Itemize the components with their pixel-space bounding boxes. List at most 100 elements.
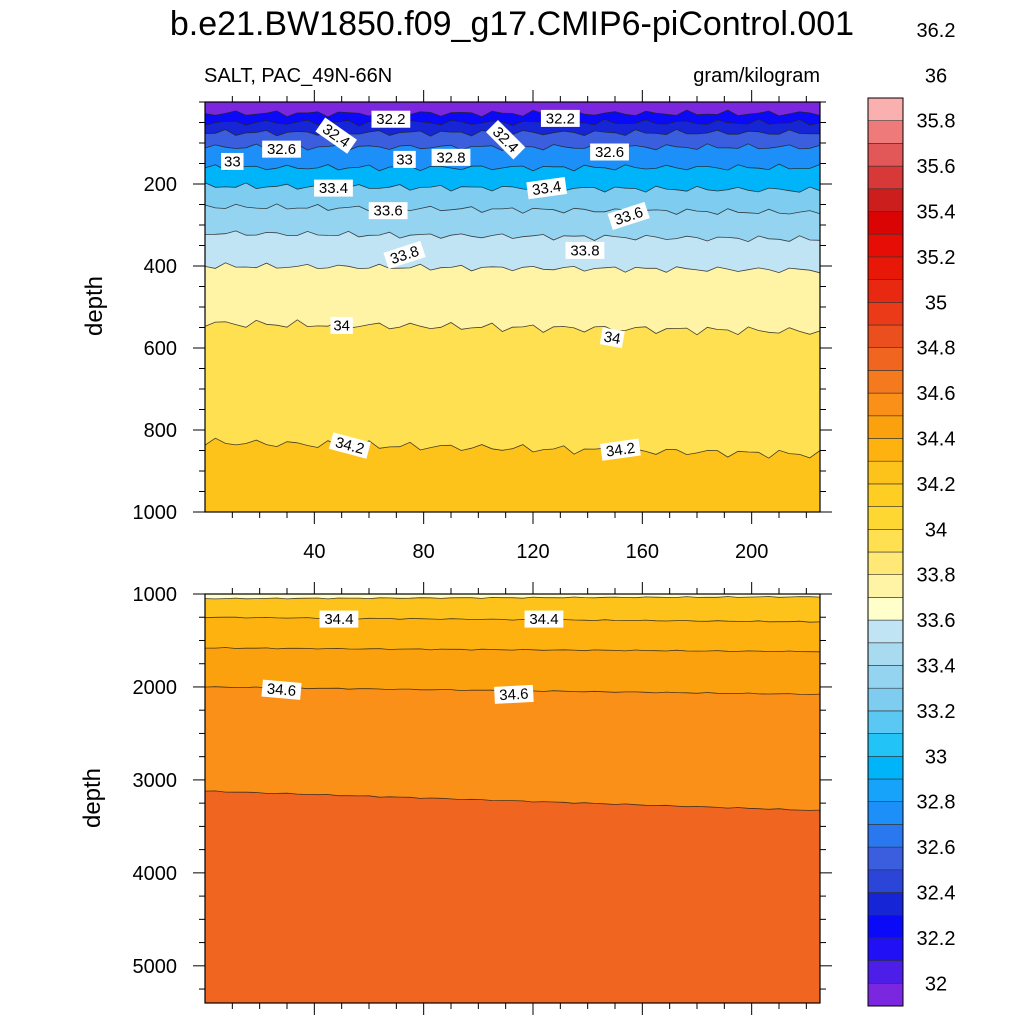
colorbar-label: 32.2 bbox=[917, 928, 956, 950]
colorbar-swatch bbox=[867, 211, 904, 235]
colorbar-swatch bbox=[867, 892, 904, 916]
colorbar-swatch bbox=[867, 279, 904, 303]
colorbar-swatch bbox=[867, 324, 904, 349]
contour-label-box bbox=[393, 150, 416, 168]
colorbar-label: 34 bbox=[925, 519, 947, 541]
contour-label-box bbox=[599, 327, 625, 349]
contour-label-text: 34.2 bbox=[333, 434, 366, 458]
colorbar-swatch bbox=[867, 347, 904, 371]
contour-label-box bbox=[330, 316, 353, 334]
contour-label: 32.6 bbox=[590, 143, 629, 161]
y-tick-label: 200 bbox=[144, 174, 177, 196]
contour-label-box bbox=[221, 152, 244, 170]
colorbar-label: 32.4 bbox=[917, 883, 956, 905]
colorbar-label: 33.6 bbox=[917, 610, 956, 632]
contour-label-text: 33.4 bbox=[531, 178, 562, 199]
contour-label-box bbox=[524, 610, 564, 628]
contour-line bbox=[204, 262, 821, 274]
upper-panel-fills bbox=[205, 102, 820, 512]
colorbar-swatch bbox=[867, 846, 904, 871]
contour-line bbox=[204, 437, 821, 459]
colorbar-swatch bbox=[867, 665, 904, 689]
contour-label-text: 34.6 bbox=[499, 686, 529, 705]
colorbar-swatch bbox=[867, 733, 904, 757]
colorbar-swatch bbox=[867, 483, 904, 507]
lower-panel-fills bbox=[205, 594, 820, 1003]
colorbar-swatch bbox=[867, 869, 904, 893]
y-tick-label: 1000 bbox=[133, 584, 178, 606]
contour-label-box bbox=[328, 432, 371, 459]
contour-line bbox=[204, 118, 821, 127]
colorbar-swatch bbox=[867, 188, 904, 212]
colorbar-swatch bbox=[867, 301, 904, 326]
contour-label-box bbox=[590, 143, 629, 161]
contour-label: 32.2 bbox=[540, 109, 580, 127]
y-tick-label: 400 bbox=[144, 256, 177, 278]
colorbar-swatch bbox=[867, 778, 904, 803]
contour-label-box bbox=[371, 110, 411, 128]
contour-label-box bbox=[600, 438, 641, 461]
colorbar-swatch bbox=[867, 755, 904, 780]
colorbar-swatch bbox=[867, 120, 904, 144]
colorbar-label: 35 bbox=[925, 292, 947, 314]
contour-label: 33.8 bbox=[565, 241, 605, 259]
upper-panel-axes: 200 400 600 800 1000 40 80 120 160 200 bbox=[133, 90, 832, 563]
contour-band bbox=[205, 594, 820, 599]
contour-line bbox=[204, 203, 821, 215]
contour-line bbox=[204, 319, 821, 336]
colorbar-swatch bbox=[867, 914, 904, 939]
contour-label-box bbox=[565, 241, 605, 259]
colorbar-swatch bbox=[867, 687, 904, 712]
contour-line bbox=[205, 647, 821, 653]
contour-label: 34.6 bbox=[494, 684, 534, 705]
lower-panel-axes: 1000 2000 3000 4000 5000 bbox=[133, 582, 832, 1015]
contour-label: 32.2 bbox=[371, 110, 411, 128]
contour-label: 34 bbox=[330, 316, 353, 334]
contour-label: 33 bbox=[393, 150, 416, 168]
colorbar-label: 35.8 bbox=[917, 111, 956, 133]
contour-label-box bbox=[315, 117, 357, 154]
y-tick-label: 3000 bbox=[133, 770, 178, 792]
contour-label-text: 33 bbox=[396, 151, 413, 168]
contour-label-box bbox=[262, 140, 301, 158]
contour-label-text: 34 bbox=[602, 328, 621, 348]
left-string: SALT, PAC_49N-66N bbox=[204, 65, 392, 87]
contour-label-text: 32.2 bbox=[546, 110, 575, 127]
contour-label: 33.6 bbox=[368, 202, 408, 220]
contour-line bbox=[204, 790, 821, 811]
contour-label: 34.2 bbox=[600, 438, 641, 461]
colorbar-swatch bbox=[867, 506, 904, 530]
contour-label: 34 bbox=[599, 327, 625, 349]
plot-frame bbox=[204, 593, 821, 1004]
colorbar-swatch bbox=[867, 143, 904, 167]
upper-y-axis-title: depth bbox=[81, 276, 108, 336]
contour-label-text: 32.8 bbox=[436, 149, 465, 166]
contour-label-box bbox=[314, 179, 353, 197]
contour-label-text: 33.4 bbox=[319, 180, 348, 197]
colorbar-swatch bbox=[867, 165, 904, 190]
contour-label-box bbox=[485, 119, 526, 160]
contour-label: 32.8 bbox=[431, 148, 471, 166]
contour-line bbox=[204, 109, 821, 118]
colorbar-swatch bbox=[867, 710, 904, 734]
contour-line bbox=[204, 182, 821, 193]
contour-label-box bbox=[368, 202, 408, 220]
x-tick-label: 200 bbox=[735, 541, 768, 563]
x-tick-label: 40 bbox=[303, 541, 325, 563]
colorbar-swatch bbox=[867, 460, 904, 485]
contour-label: 34.6 bbox=[261, 679, 302, 700]
colorbar-swatch bbox=[867, 574, 904, 598]
contour-label-box bbox=[261, 679, 302, 700]
contour-label-text: 34 bbox=[333, 317, 350, 334]
contour-label: 34.4 bbox=[319, 610, 359, 628]
contour-label-text: 32.6 bbox=[267, 141, 296, 158]
contour-label: 33.4 bbox=[314, 179, 353, 197]
x-tick-label: 160 bbox=[626, 541, 659, 563]
colorbar-swatch bbox=[867, 97, 904, 122]
colorbar-label: 33.4 bbox=[917, 656, 956, 678]
contour-line bbox=[204, 616, 821, 623]
colorbar-label: 33.2 bbox=[917, 701, 956, 723]
colorbar-swatch bbox=[867, 528, 904, 553]
contour-label-box bbox=[607, 201, 650, 231]
